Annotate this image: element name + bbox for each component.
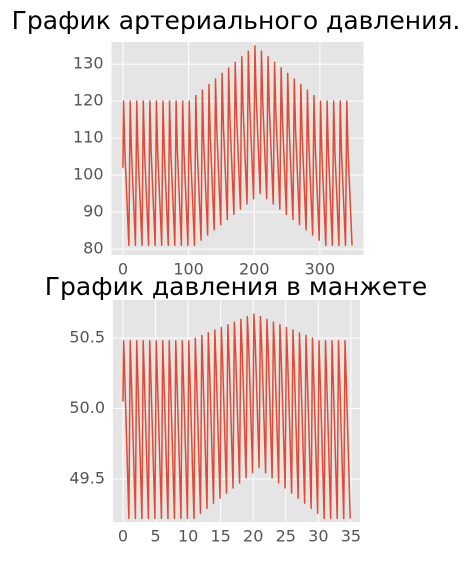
x-tick-label: 35 [341, 527, 361, 546]
x-tick-label: 300 [305, 260, 336, 279]
x-tick-label: 100 [173, 260, 204, 279]
y-tick-label: 110 [73, 128, 104, 147]
y-tick-label: 90 [83, 202, 103, 221]
x-tick-label: 30 [308, 527, 328, 546]
x-tick-label: 10 [178, 527, 198, 546]
chart-title: График артериального давления. [12, 6, 461, 35]
x-tick-label: 5 [150, 527, 160, 546]
y-tick-label: 50.0 [69, 398, 105, 417]
series-line [122, 313, 351, 520]
x-tick-label: 0 [118, 527, 128, 546]
y-tick-label: 50.5 [69, 328, 105, 347]
y-tick-label: 120 [73, 91, 104, 110]
y-tick-label: 100 [73, 165, 104, 184]
series-line [122, 44, 353, 247]
y-tick-label: 130 [73, 54, 104, 73]
x-tick-label: 25 [276, 527, 296, 546]
x-tick-label: 200 [239, 260, 270, 279]
y-tick-label: 80 [83, 239, 103, 258]
x-tick-label: 20 [243, 527, 263, 546]
chart-title: График давления в манжете [45, 272, 427, 301]
y-tick-label: 49.5 [69, 469, 105, 488]
x-tick-label: 15 [211, 527, 231, 546]
x-tick-label: 0 [118, 260, 128, 279]
